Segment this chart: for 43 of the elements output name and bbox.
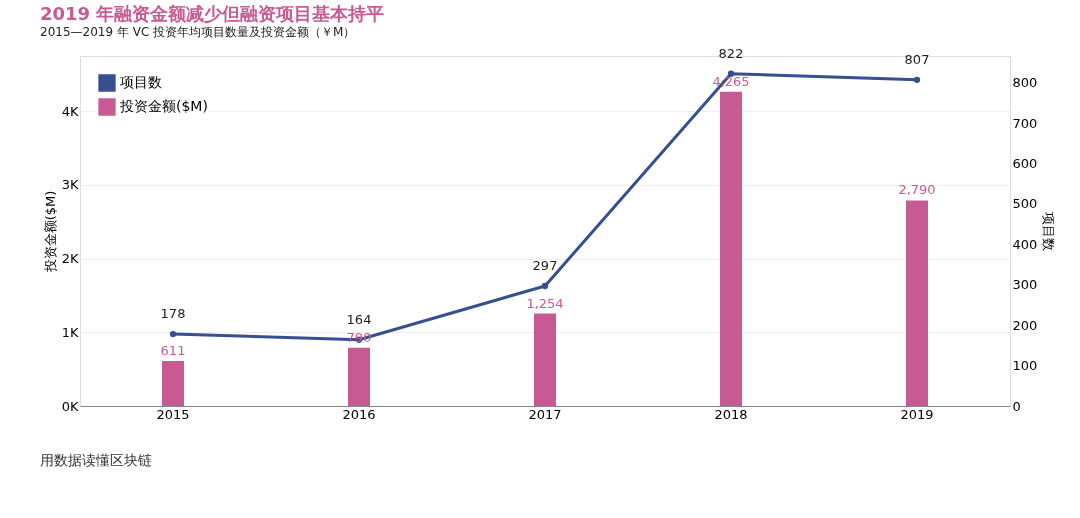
data-label: 790 — [346, 329, 372, 345]
x-tick-label: 2015 — [156, 406, 190, 422]
y2-tick-label: 200 — [1012, 317, 1038, 333]
y2-tick-label: 500 — [1012, 196, 1038, 212]
data-label: 611 — [160, 342, 186, 358]
y2-tick-label: 100 — [1012, 358, 1038, 374]
point — [541, 282, 549, 290]
bar — [348, 347, 370, 406]
y2-axis-title: 项目数 — [1041, 212, 1057, 251]
y2-tick-label: 300 — [1012, 277, 1038, 293]
bar — [534, 313, 556, 406]
data-label: 164 — [346, 311, 372, 327]
x-tick-label: 2018 — [714, 406, 748, 422]
x-tick-label: 2016 — [342, 406, 376, 422]
data-label: 2,790 — [898, 182, 936, 198]
point — [169, 330, 177, 338]
y-axis-title: 投资金额($M) — [42, 190, 58, 274]
y-tick-label: 1K — [61, 324, 79, 340]
legend-label: 投资金额($M) — [119, 98, 208, 114]
chart-subtitle: 2015—2019 年 VC 投资年均项目数量及投资金额（￥M） — [40, 24, 356, 39]
y-tick-label: 3K — [61, 177, 79, 193]
y2-tick-label: 700 — [1012, 115, 1038, 131]
y-tick-label: 2K — [61, 251, 79, 267]
data-label: 1,254 — [526, 295, 564, 311]
y2-tick-label: 400 — [1012, 236, 1038, 252]
legend-label: 项目数 — [120, 74, 162, 90]
data-label: 178 — [160, 306, 186, 322]
y-tick-label: 0K — [61, 398, 79, 414]
data-label: 807 — [904, 51, 930, 67]
y2-tick-label: 0 — [1012, 398, 1021, 414]
bar — [720, 91, 742, 406]
point — [913, 76, 921, 83]
data-label: 297 — [532, 257, 558, 273]
y2-tick-label: 800 — [1012, 75, 1038, 91]
data-label: 822 — [718, 45, 744, 61]
y-tick-label: 4K — [61, 103, 79, 119]
bar — [162, 360, 184, 406]
bar — [906, 200, 928, 406]
x-tick-label: 2019 — [900, 406, 934, 422]
y2-tick-label: 600 — [1012, 156, 1038, 172]
text: 用数据读懂区块链 — [40, 452, 152, 468]
x-tick-label: 2017 — [528, 406, 562, 422]
chart-title: 2019 年融资金额减少但融资项目基本持平 — [40, 2, 385, 24]
